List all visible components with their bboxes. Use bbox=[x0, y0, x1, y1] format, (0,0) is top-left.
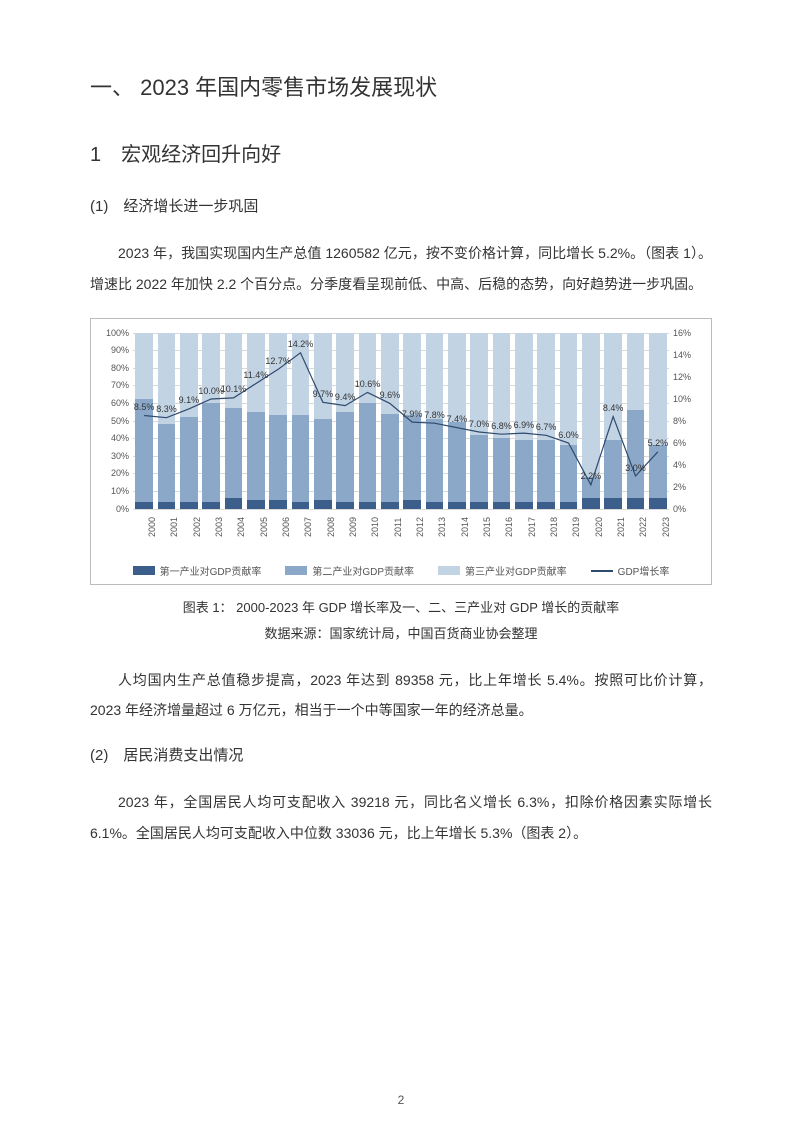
line-data-label: 10.6% bbox=[355, 379, 381, 389]
legend-line: GDP增长率 bbox=[591, 563, 670, 578]
x-tick-label: 2010 bbox=[370, 517, 380, 537]
x-tick-label: 2013 bbox=[437, 517, 447, 537]
y-left-tick: 20% bbox=[103, 468, 129, 478]
y-right-tick: 6% bbox=[673, 438, 701, 448]
x-tick-label: 2004 bbox=[236, 517, 246, 537]
y-left-tick: 30% bbox=[103, 451, 129, 461]
heading-3b: (2) 居民消费支出情况 bbox=[90, 744, 712, 765]
line-data-label: 6.8% bbox=[491, 421, 512, 431]
legend-tertiary: 第三产业对GDP贡献率 bbox=[438, 563, 567, 578]
line-data-label: 9.1% bbox=[179, 395, 200, 405]
y-left-tick: 40% bbox=[103, 433, 129, 443]
y-left-tick: 0% bbox=[103, 504, 129, 514]
line-data-label: 5.2% bbox=[648, 438, 669, 448]
legend-primary: 第一产业对GDP贡献率 bbox=[133, 563, 262, 578]
paragraph-1: 2023 年，我国实现国内生产总值 1260582 亿元，按不变价格计算，同比增… bbox=[90, 238, 712, 300]
x-tick-label: 2021 bbox=[616, 517, 626, 537]
y-right-tick: 14% bbox=[673, 350, 701, 360]
y-right-tick: 4% bbox=[673, 460, 701, 470]
legend-secondary-label: 第二产业对GDP贡献率 bbox=[312, 563, 414, 578]
x-tick-label: 2014 bbox=[460, 517, 470, 537]
x-tick-label: 2020 bbox=[594, 517, 604, 537]
y-left-tick: 90% bbox=[103, 345, 129, 355]
y-left-tick: 100% bbox=[103, 328, 129, 338]
line-data-label: 10.1% bbox=[221, 384, 247, 394]
y-right-tick: 2% bbox=[673, 482, 701, 492]
y-left-tick: 50% bbox=[103, 416, 129, 426]
line-data-label: 8.4% bbox=[603, 403, 624, 413]
y-left-tick: 80% bbox=[103, 363, 129, 373]
line-data-label: 6.0% bbox=[558, 430, 579, 440]
chart-caption: 图表 1： 2000-2023 年 GDP 增长率及一、二、三产业对 GDP 增… bbox=[90, 595, 712, 647]
y-right-tick: 0% bbox=[673, 504, 701, 514]
y-right-tick: 12% bbox=[673, 372, 701, 382]
x-tick-label: 2016 bbox=[504, 517, 514, 537]
line-data-label: 7.4% bbox=[447, 414, 468, 424]
line-data-label: 9.4% bbox=[335, 392, 356, 402]
x-tick-label: 2018 bbox=[549, 517, 559, 537]
x-tick-label: 2000 bbox=[147, 517, 157, 537]
x-tick-label: 2017 bbox=[527, 517, 537, 537]
chart-1-container: 0% 10% 20% 30% 40% 50% 60% 70% 80% 90% 100% 0% 2% 4% 6… bbox=[90, 318, 712, 585]
x-tick-label: 2008 bbox=[326, 517, 336, 537]
line-data-label: 12.7% bbox=[265, 356, 291, 366]
y-right-tick: 8% bbox=[673, 416, 701, 426]
x-tick-label: 2007 bbox=[303, 517, 313, 537]
x-tick-label: 2002 bbox=[192, 517, 202, 537]
paragraph-2: 人均国内生产总值稳步提高，2023 年达到 89358 元，比上年增长 5.4%… bbox=[90, 665, 712, 727]
line-data-label: 7.8% bbox=[424, 410, 445, 420]
line-data-label: 11.4% bbox=[243, 370, 268, 380]
x-tick-label: 2006 bbox=[281, 517, 291, 537]
x-tick-label: 2019 bbox=[571, 517, 581, 537]
line-data-label: 2.2% bbox=[581, 471, 602, 481]
chart-1: 0% 10% 20% 30% 40% 50% 60% 70% 80% 90% 100% 0% 2% 4% 6… bbox=[97, 327, 705, 557]
x-tick-label: 2001 bbox=[169, 517, 179, 537]
x-tick-label: 2015 bbox=[482, 517, 492, 537]
caption-line-1: 图表 1： 2000-2023 年 GDP 增长率及一、二、三产业对 GDP 增… bbox=[90, 595, 712, 621]
line-data-label: 7.9% bbox=[402, 409, 423, 419]
y-right-tick: 10% bbox=[673, 394, 701, 404]
line-data-label: 7.0% bbox=[469, 419, 490, 429]
x-tick-label: 2012 bbox=[415, 517, 425, 537]
y-left-tick: 60% bbox=[103, 398, 129, 408]
x-tick-label: 2005 bbox=[259, 517, 269, 537]
heading-3a: (1) 经济增长进一步巩固 bbox=[90, 195, 712, 216]
legend-primary-label: 第一产业对GDP贡献率 bbox=[160, 563, 262, 578]
x-tick-label: 2011 bbox=[393, 517, 403, 536]
line-data-label: 8.5% bbox=[134, 402, 155, 412]
x-tick-label: 2023 bbox=[661, 517, 671, 537]
page-number: 2 bbox=[0, 1093, 802, 1107]
line-data-label: 8.3% bbox=[156, 404, 177, 414]
line-data-label: 9.7% bbox=[313, 389, 334, 399]
heading-1: 一、 2023 年国内零售市场发展现状 bbox=[90, 70, 712, 102]
x-tick-label: 2009 bbox=[348, 517, 358, 537]
x-tick-label: 2022 bbox=[638, 517, 648, 537]
line-data-label: 14.2% bbox=[288, 339, 314, 349]
line-data-label: 6.9% bbox=[514, 420, 535, 430]
y-right-tick: 16% bbox=[673, 328, 701, 338]
heading-2: 1 宏观经济回升向好 bbox=[90, 138, 712, 167]
chart-legend: 第一产业对GDP贡献率 第二产业对GDP贡献率 第三产业对GDP贡献率 GDP增… bbox=[97, 563, 705, 578]
caption-line-2: 数据来源：国家统计局，中国百货商业协会整理 bbox=[90, 621, 712, 647]
legend-tertiary-label: 第三产业对GDP贡献率 bbox=[465, 563, 567, 578]
line-data-label: 6.7% bbox=[536, 422, 557, 432]
legend-line-label: GDP增长率 bbox=[618, 563, 670, 578]
x-tick-label: 2003 bbox=[214, 517, 224, 537]
y-left-tick: 10% bbox=[103, 486, 129, 496]
line-data-label: 9.6% bbox=[380, 390, 401, 400]
y-left-tick: 70% bbox=[103, 380, 129, 390]
line-data-label: 3.0% bbox=[625, 463, 646, 473]
paragraph-3: 2023 年，全国居民人均可支配收入 39218 元，同比名义增长 6.3%，扣… bbox=[90, 787, 712, 849]
legend-secondary: 第二产业对GDP贡献率 bbox=[285, 563, 414, 578]
